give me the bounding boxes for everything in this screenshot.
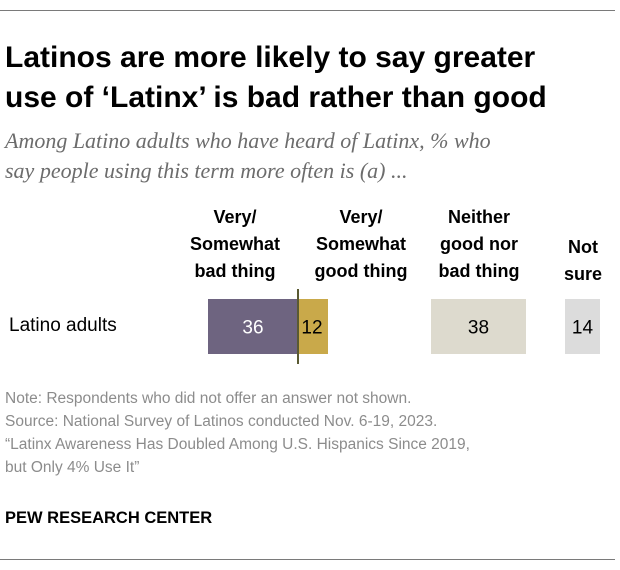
- header-neither-line-1: Neither: [447, 207, 510, 227]
- row-label-latino-adults: Latino adults: [9, 315, 117, 336]
- header-good-thing-line-2: Somewhat: [315, 234, 407, 254]
- header-not-sure: Not sure: [553, 234, 613, 288]
- header-bad-thing-line-1: Very/: [213, 207, 257, 227]
- header-bad-thing: Very/ Somewhat bad thing: [178, 204, 292, 285]
- chart-subtitle-line-1: Among Latino adults who have heard of La…: [5, 128, 491, 153]
- bar-neither: [431, 299, 526, 354]
- header-neither: Neither good nor bad thing: [430, 204, 528, 285]
- chart-title-line-2: use of ‘Latinx’ is bad rather than good: [5, 81, 547, 114]
- bottom-rule: [0, 559, 615, 560]
- chart-subtitle: Among Latino adults who have heard of La…: [5, 126, 613, 186]
- header-bad-thing-line-2: Somewhat: [189, 234, 281, 254]
- source-line: Source: National Survey of Latinos condu…: [5, 413, 438, 430]
- brand-label: PEW RESEARCH CENTER: [5, 509, 213, 527]
- chart-title-line-1: Latinos are more likely to say greater: [5, 41, 536, 74]
- header-neither-line-2: good nor: [440, 234, 518, 254]
- chart-title: Latinos are more likely to say greater u…: [5, 38, 613, 118]
- header-not-sure-line-1: Not: [568, 237, 598, 257]
- header-neither-line-3: bad thing: [438, 261, 520, 281]
- header-good-thing-line-3: good thing: [314, 261, 408, 281]
- header-good-thing-line-1: Very/: [339, 207, 383, 227]
- source-notes: Note: Respondents who did not offer an a…: [5, 387, 613, 479]
- bar-not-sure: [565, 299, 600, 354]
- bar-bad-thing-value-label: 36: [242, 318, 263, 339]
- report-title-line-2: but Only 4% Use It”: [5, 459, 140, 476]
- chart-subtitle-line-2: say people using this term more often is…: [5, 158, 408, 183]
- header-good-thing: Very/ Somewhat good thing: [303, 204, 419, 285]
- bar-good-thing-value-label: 12: [301, 318, 322, 339]
- header-not-sure-line-2: sure: [563, 264, 603, 284]
- bar-not-sure-value-label: 14: [572, 318, 594, 339]
- top-rule: [0, 10, 615, 11]
- report-title-line-1: “Latinx Awareness Has Doubled Among U.S.…: [5, 436, 470, 453]
- bar-good-thing: [298, 299, 328, 354]
- bar-neither-value-label: 38: [468, 318, 489, 339]
- note-line: Note: Respondents who did not offer an a…: [5, 390, 412, 407]
- bar-bad-thing: [208, 299, 298, 354]
- header-bad-thing-line-3: bad thing: [194, 261, 276, 281]
